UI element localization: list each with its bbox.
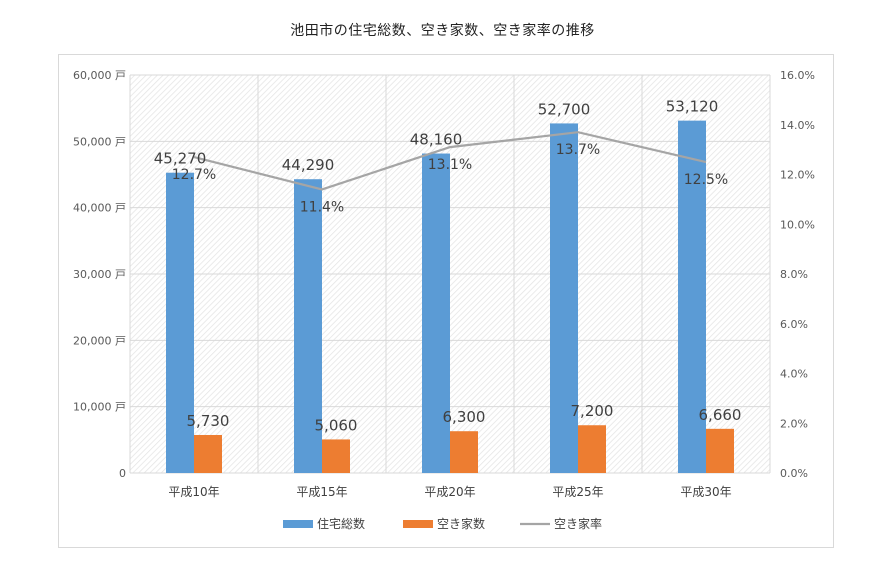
- bar-vacant-houses: [578, 425, 606, 473]
- x-category-label: 平成30年: [680, 485, 731, 499]
- data-label-total-housing: 44,290: [282, 156, 335, 174]
- y-right-tick-label: 10.0%: [780, 218, 815, 231]
- legend-label: 空き家数: [437, 516, 485, 531]
- y-left-tick-label: 40,000 戸: [73, 202, 126, 215]
- data-label-vacant-houses: 6,660: [699, 406, 742, 424]
- legend-label: 空き家率: [554, 516, 602, 531]
- y-left-tick-label: 50,000 戸: [73, 135, 126, 148]
- y-right-tick-label: 4.0%: [780, 368, 808, 381]
- bar-vacant-houses: [194, 434, 222, 473]
- data-label-vacant-houses: 7,200: [571, 402, 614, 420]
- line-vacancy-rate: [193, 131, 707, 191]
- y-right-tick-label: 12.0%: [780, 169, 815, 182]
- data-label-vacancy-rate: 12.5%: [684, 172, 728, 188]
- y-left-tick-label: 0: [119, 467, 126, 480]
- y-right-tick-label: 0.0%: [780, 467, 808, 480]
- bar-vacant-houses: [706, 428, 734, 473]
- legend-label: 住宅総数: [317, 516, 365, 531]
- y-left-tick-label: 60,000 戸: [73, 69, 126, 82]
- x-category-label: 平成10年: [168, 485, 219, 499]
- data-label-vacancy-rate: 13.1%: [428, 157, 472, 173]
- y-left-tick-label: 10,000 戸: [73, 401, 126, 414]
- data-label-vacancy-rate: 13.7%: [556, 142, 600, 158]
- x-category-label: 平成25年: [552, 485, 603, 499]
- data-label-vacancy-rate: 12.7%: [172, 167, 216, 183]
- legend-swatch-bar: [283, 520, 313, 528]
- y-right-tick-label: 8.0%: [780, 268, 808, 281]
- data-label-total-housing: 52,700: [538, 100, 591, 118]
- bar-total-housing: [166, 172, 194, 474]
- data-label-vacant-houses: 6,300: [443, 408, 486, 426]
- y-left-tick-label: 30,000 戸: [73, 268, 126, 281]
- bar-vacant-houses: [450, 431, 478, 473]
- chart-title: 池田市の住宅総数、空き家数、空き家率の推移: [290, 23, 595, 39]
- data-label-vacant-houses: 5,060: [315, 416, 358, 434]
- bar-vacant-houses: [322, 439, 350, 473]
- data-label-total-housing: 45,270: [154, 150, 207, 168]
- bar-total-housing: [550, 123, 578, 473]
- y-right-tick-label: 2.0%: [780, 417, 808, 430]
- y-left-tick-label: 20,000 戸: [73, 334, 126, 347]
- y-right-tick-label: 6.0%: [780, 318, 808, 331]
- data-label-vacancy-rate: 11.4%: [300, 199, 344, 215]
- bar-total-housing: [678, 120, 706, 474]
- bar-total-housing: [294, 179, 322, 474]
- data-label-total-housing: 53,120: [666, 98, 719, 116]
- y-right-tick-label: 14.0%: [780, 119, 815, 132]
- x-category-label: 平成15年: [296, 485, 347, 499]
- legend-swatch-bar: [403, 520, 433, 528]
- bar-total-housing: [422, 153, 450, 473]
- data-label-vacant-houses: 5,730: [187, 412, 230, 430]
- x-category-label: 平成20年: [424, 485, 475, 499]
- y-right-tick-label: 16.0%: [780, 69, 815, 82]
- data-label-total-housing: 48,160: [410, 131, 463, 149]
